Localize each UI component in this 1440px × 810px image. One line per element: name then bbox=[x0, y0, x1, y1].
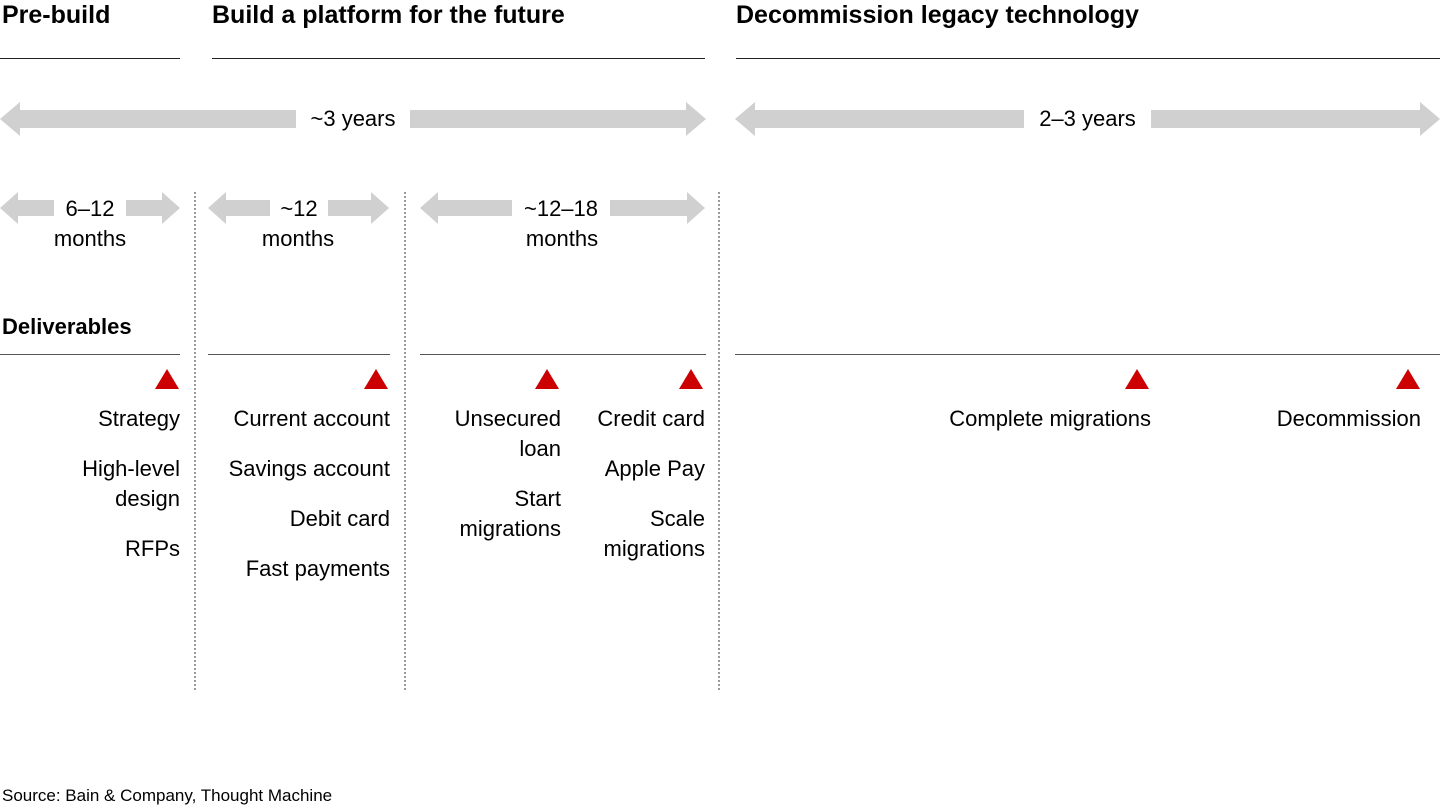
deliverable-item: Apple Pay bbox=[604, 456, 705, 481]
prebuild-deliverables-rule bbox=[0, 354, 180, 355]
milestone-marker bbox=[364, 369, 388, 389]
build-phase-1-duration-bottom: months bbox=[261, 226, 335, 251]
milestone-marker bbox=[1125, 369, 1149, 389]
source-note: Source: Bain & Company, Thought Machine bbox=[2, 786, 333, 805]
phase-title-build: Build a platform for the future bbox=[212, 1, 565, 29]
build-phase-2a-deliverables: Unsecured loan Start migrations bbox=[430, 404, 561, 564]
deliverable-item: Complete migrations bbox=[949, 406, 1151, 431]
prebuild-duration-bottom: months bbox=[53, 226, 127, 251]
deliverable-item: Scale migrations bbox=[603, 506, 705, 561]
build-title-rule bbox=[212, 58, 705, 59]
divider-prebuild-build bbox=[194, 192, 196, 690]
decommission-duration-label: 2–3 years bbox=[1024, 106, 1151, 132]
build-phase-1-deliverables: Current account Savings account Debit ca… bbox=[200, 404, 390, 604]
milestone-marker bbox=[679, 369, 703, 389]
deliverable-item: Decommission bbox=[1276, 406, 1421, 431]
milestone-marker bbox=[155, 369, 179, 389]
divider-build-decommission bbox=[718, 192, 720, 690]
build-phase-2-duration-bottom: months bbox=[525, 226, 599, 251]
deliverable-item: Unsecured loan bbox=[454, 406, 561, 461]
build-phase-2b-deliverables: Credit card Apple Pay Scale migrations bbox=[584, 404, 705, 584]
build-phase-1-duration-top: ~12 bbox=[270, 194, 328, 224]
build-duration-label: ~3 years bbox=[296, 106, 410, 132]
phase-title-decommission: Decommission legacy technology bbox=[736, 1, 1139, 29]
prebuild-deliverables: Strategy High-level design RFPs bbox=[40, 404, 180, 584]
deliverables-heading: Deliverables bbox=[2, 314, 132, 339]
build-phase-1-deliverables-rule bbox=[208, 354, 390, 355]
phase-title-prebuild: Pre-build bbox=[2, 1, 111, 29]
build-phase-2-duration-top: ~12–18 bbox=[512, 194, 610, 224]
deliverable-item: RFPs bbox=[125, 536, 180, 561]
decommission-deliverables-rule bbox=[735, 354, 1440, 355]
deliverable-item: Credit card bbox=[597, 406, 705, 431]
build-phase-2-deliverables-rule bbox=[420, 354, 706, 355]
divider-build-phases bbox=[404, 192, 406, 690]
decommission-a-deliverables: Complete migrations bbox=[880, 404, 1151, 454]
deliverable-item: Strategy bbox=[98, 406, 180, 431]
deliverable-item: Fast payments bbox=[245, 556, 390, 581]
milestone-marker bbox=[1396, 369, 1420, 389]
decommission-b-deliverables: Decommission bbox=[1220, 404, 1421, 454]
deliverable-item: Savings account bbox=[228, 456, 390, 481]
deliverable-item: Start migrations bbox=[459, 486, 561, 541]
prebuild-duration-top: 6–12 bbox=[54, 194, 126, 224]
deliverable-item: Debit card bbox=[289, 506, 390, 531]
prebuild-title-rule bbox=[0, 58, 180, 59]
deliverable-item: Current account bbox=[233, 406, 390, 431]
milestone-marker bbox=[535, 369, 559, 389]
decommission-title-rule bbox=[736, 58, 1440, 59]
deliverable-item: High-level design bbox=[82, 456, 180, 511]
